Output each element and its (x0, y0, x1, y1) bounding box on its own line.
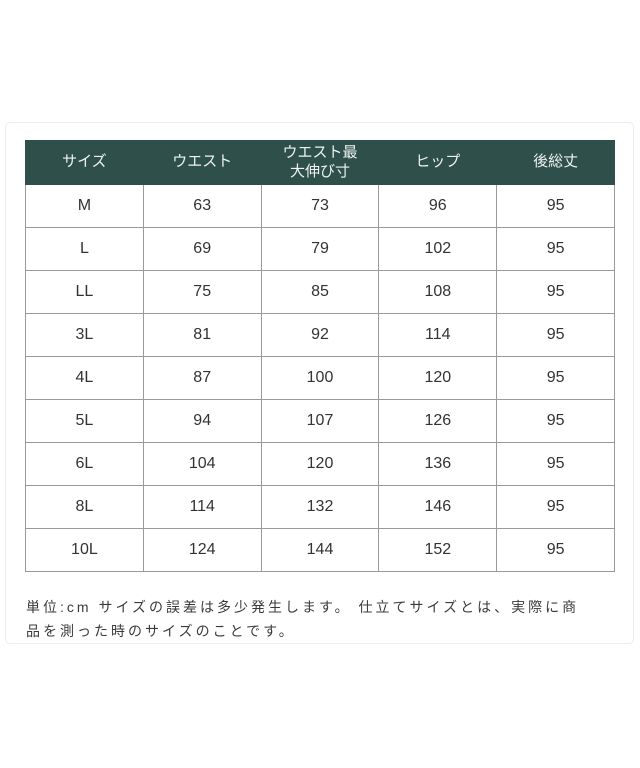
unit-note: 単位:cm サイズの誤差は多少発生します。 仕立てサイズとは、実際に商 品を測っ… (26, 595, 614, 643)
cell-waist: 69 (142, 227, 262, 271)
cell-hip: 102 (378, 227, 498, 271)
cell-size: 3L (25, 313, 144, 357)
size-chart-table: サイズ ウエスト ウエスト最 大伸び寸 ヒップ 後総丈 M 63 73 96 9… (25, 140, 615, 572)
cell-waist-max: 144 (260, 528, 380, 572)
table-row: 6L 104 120 136 95 (25, 442, 615, 486)
cell-hip: 146 (378, 485, 498, 529)
cell-size: L (25, 227, 144, 271)
cell-size: 4L (25, 356, 144, 400)
cell-size: 10L (25, 528, 144, 572)
cell-waist-max: 120 (260, 442, 380, 486)
cell-back-length: 95 (496, 227, 615, 271)
header-row: サイズ ウエスト ウエスト最 大伸び寸 ヒップ 後総丈 (25, 140, 615, 185)
cell-waist: 81 (142, 313, 262, 357)
cell-hip: 96 (378, 184, 498, 228)
table-row: 5L 94 107 126 95 (25, 399, 615, 443)
cell-size: 5L (25, 399, 144, 443)
cell-back-length: 95 (496, 313, 615, 357)
table-row: M 63 73 96 95 (25, 184, 615, 228)
cell-size: 8L (25, 485, 144, 529)
cell-hip: 152 (378, 528, 498, 572)
cell-waist: 114 (142, 485, 262, 529)
cell-hip: 136 (378, 442, 498, 486)
cell-waist-max: 73 (260, 184, 380, 228)
size-chart-card: サイズ ウエスト ウエスト最 大伸び寸 ヒップ 後総丈 M 63 73 96 9… (5, 122, 634, 644)
cell-back-length: 95 (496, 270, 615, 314)
cell-back-length: 95 (496, 485, 615, 529)
column-header-hip: ヒップ (378, 140, 498, 185)
cell-waist-max: 107 (260, 399, 380, 443)
column-header-size: サイズ (25, 140, 144, 185)
table-row: L 69 79 102 95 (25, 227, 615, 271)
column-header-back-length: 後総丈 (496, 140, 615, 185)
table-row: 8L 114 132 146 95 (25, 485, 615, 529)
cell-waist-max: 79 (260, 227, 380, 271)
table-row: 10L 124 144 152 95 (25, 528, 615, 572)
cell-back-length: 95 (496, 184, 615, 228)
table-row: LL 75 85 108 95 (25, 270, 615, 314)
cell-waist: 94 (142, 399, 262, 443)
cell-waist: 87 (142, 356, 262, 400)
cell-back-length: 95 (496, 442, 615, 486)
cell-waist-max: 132 (260, 485, 380, 529)
cell-waist: 104 (142, 442, 262, 486)
cell-waist: 63 (142, 184, 262, 228)
cell-hip: 108 (378, 270, 498, 314)
cell-hip: 126 (378, 399, 498, 443)
cell-size: M (25, 184, 144, 228)
cell-back-length: 95 (496, 356, 615, 400)
unit-note-line: 単位:cm サイズの誤差は多少発生します。 仕立てサイズとは、実際に商 (26, 599, 580, 615)
cell-waist-max: 92 (260, 313, 380, 357)
cell-size: LL (25, 270, 144, 314)
column-header-waist-max: ウエスト最 大伸び寸 (260, 140, 380, 185)
size-table-body: M 63 73 96 95 L 69 79 102 95 LL 75 85 (25, 184, 615, 572)
table-row: 3L 81 92 114 95 (25, 313, 615, 357)
column-header-waist: ウエスト (142, 140, 262, 185)
cell-back-length: 95 (496, 528, 615, 572)
cell-waist-max: 100 (260, 356, 380, 400)
cell-waist: 75 (142, 270, 262, 314)
table-row: 4L 87 100 120 95 (25, 356, 615, 400)
cell-hip: 120 (378, 356, 498, 400)
cell-back-length: 95 (496, 399, 615, 443)
cell-size: 6L (25, 442, 144, 486)
unit-note-line: 品を測った時のサイズのことです。 (26, 623, 296, 639)
cell-waist-max: 85 (260, 270, 380, 314)
cell-waist: 124 (142, 528, 262, 572)
cell-hip: 114 (378, 313, 498, 357)
